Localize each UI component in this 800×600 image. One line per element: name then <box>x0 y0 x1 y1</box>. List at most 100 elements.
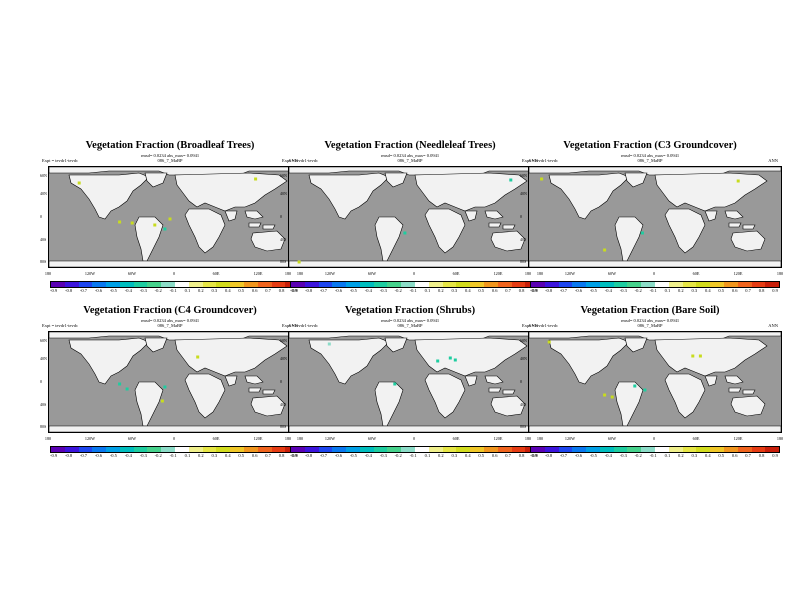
colorbar-swatch <box>751 282 766 287</box>
lat-tick-label: 60N <box>40 173 47 178</box>
colorbar-swatch <box>497 447 512 452</box>
lat-tick-label: 0 <box>520 379 522 384</box>
lon-tick-label: 180 <box>536 436 544 441</box>
land-mass <box>484 210 504 220</box>
anomaly-cell <box>640 231 644 235</box>
colorbar-swatch <box>655 447 669 452</box>
lon-tick-label: 120W <box>324 436 336 441</box>
colorbar-tick-label: -0.7 <box>559 453 568 458</box>
lon-tick-label: 180 <box>44 436 52 441</box>
lon-tick-label: 120W <box>564 436 576 441</box>
land-mass <box>174 337 288 377</box>
colorbar-tick-label: 0.3 <box>691 453 698 458</box>
land-mass <box>728 387 742 393</box>
colorbar-swatch <box>710 447 724 452</box>
lat-tick-label: 40N <box>40 191 47 196</box>
land-mass <box>68 172 150 220</box>
colorbar-swatch <box>373 282 388 287</box>
land-mass <box>414 337 528 377</box>
colorbar-swatch <box>291 282 305 287</box>
map-area <box>528 331 782 433</box>
colorbar-swatch <box>230 447 244 452</box>
lon-tick-label: 0 <box>412 436 416 441</box>
land-mass <box>134 216 164 262</box>
lon-tick-label: 60W <box>367 271 377 276</box>
anomaly-cell <box>163 385 167 389</box>
colorbar-tick-label: -0.8 <box>544 288 553 293</box>
lon-tick-label: 180 <box>776 271 784 276</box>
colorbar-swatch <box>78 447 93 452</box>
colorbar-swatch <box>613 447 628 452</box>
subtitle-line: 086_7_MaBP <box>157 323 183 328</box>
lat-tick-label: 60N <box>520 338 527 343</box>
lon-tick-label: 120E <box>733 436 743 441</box>
anomaly-cell <box>168 217 172 221</box>
colorbar-tick-label: 0.8 <box>518 453 525 458</box>
colorbar-swatch <box>202 282 217 287</box>
colorbar-swatch <box>415 447 429 452</box>
colorbar-tick-label: -0.7 <box>319 288 328 293</box>
map-panel-5: Vegetation Fraction (Shrubs) rmsd= 0.023… <box>280 305 543 495</box>
land-mass <box>144 172 168 188</box>
season-label: ANN <box>288 323 298 328</box>
colorbar-tick-label: -0.8 <box>64 288 73 293</box>
panel-title: Vegetation Fraction (Broadleaf Trees) <box>85 140 255 151</box>
colorbar-swatch <box>497 282 512 287</box>
panel-title: Vegetation Fraction (Shrubs) <box>344 305 476 316</box>
colorbar-tick-label: 0.5 <box>478 453 485 458</box>
land-mass <box>654 172 768 212</box>
anomaly-cell <box>196 355 200 359</box>
anomaly-cell <box>393 382 397 386</box>
colorbar-tick-label: -0.5 <box>589 453 597 458</box>
colorbar-swatch <box>613 282 628 287</box>
rmsd-line: rmsd= 0.0234 abs_max= 0.0941 <box>140 153 200 158</box>
land-mass <box>464 375 478 387</box>
land-mass <box>424 208 466 254</box>
colorbar-swatch <box>243 447 258 452</box>
lat-tick-label: 40N <box>520 356 527 361</box>
colorbar-tick-label: -0.1 <box>649 453 657 458</box>
lat-tick-label: 40N <box>520 191 527 196</box>
colorbar-tick-label: -0.4 <box>124 288 132 293</box>
expt-label: Expt = tevdr1-tevdc <box>42 323 79 328</box>
colorbar-tick-label: -0.2 <box>394 288 402 293</box>
colorbar-swatch <box>470 447 484 452</box>
map-svg <box>529 167 781 267</box>
colorbar-swatch <box>188 282 203 287</box>
land-mass <box>624 337 648 353</box>
colorbar-tick-label: -0.5 <box>109 453 117 458</box>
anomaly-cell <box>691 354 695 358</box>
season-label: ANN <box>768 158 778 163</box>
map-svg <box>289 167 541 267</box>
lat-tick-label: 80S <box>280 259 287 264</box>
map-area <box>288 166 542 268</box>
expt-label: Expt = tevdr1-tevdc <box>282 323 319 328</box>
colorbar-tick-label: 0.4 <box>224 453 231 458</box>
colorbar-swatch <box>216 282 231 287</box>
rmsd-line: rmsd= 0.0234 abs_max= 0.0941 <box>380 318 440 323</box>
colorbar-swatch <box>188 447 203 452</box>
lon-tick-label: 60W <box>127 271 137 276</box>
anomaly-cell <box>610 395 614 399</box>
colorbar-tick-label: -0.1 <box>409 288 417 293</box>
colorbar-swatch <box>531 447 545 452</box>
land-mass <box>244 375 264 385</box>
land-mass <box>384 172 408 188</box>
lat-tick-label: 0 <box>280 214 282 219</box>
lon-tick-label: 60E <box>452 271 460 276</box>
colorbar-tick-label: -0.5 <box>109 288 117 293</box>
land-mass <box>724 210 744 220</box>
map-svg <box>289 332 541 432</box>
colorbar <box>530 281 780 288</box>
lon-tick-label: 180 <box>296 436 304 441</box>
anomaly-cell <box>160 399 164 403</box>
colorbar-tick-label: 0.1 <box>424 453 431 458</box>
colorbar-swatch <box>737 447 752 452</box>
colorbar-swatch <box>470 282 484 287</box>
colorbar-tick-label: 0.9 <box>292 288 298 293</box>
colorbar-tick-label: -0.6 <box>334 453 342 458</box>
lat-tick-label: 80S <box>520 259 527 264</box>
colorbar-tick-label: -0.4 <box>364 453 372 458</box>
anomaly-cell <box>603 248 607 252</box>
colorbar-tick-label: 0.5 <box>238 288 245 293</box>
